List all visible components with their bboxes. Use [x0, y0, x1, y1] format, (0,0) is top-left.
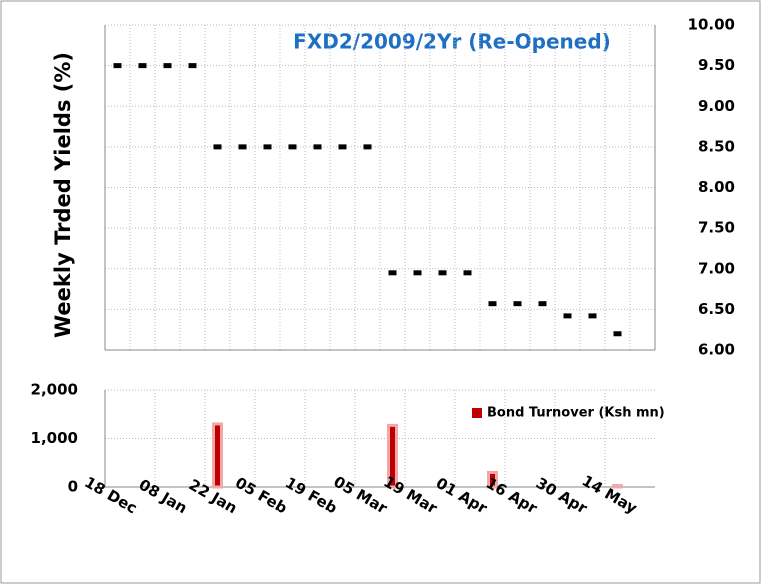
y-axis-label: Weekly Trded Yields (%) — [51, 52, 75, 338]
yield-marker — [263, 144, 272, 150]
y-tick-label: 1,000 — [31, 429, 78, 447]
y2-tick-label: 9.50 — [698, 56, 735, 74]
yield-marker — [363, 144, 372, 150]
yield-marker — [163, 63, 172, 69]
yield-marker — [388, 270, 397, 276]
yield-marker — [288, 144, 297, 150]
yield-marker — [138, 63, 147, 69]
yield-marker — [113, 63, 122, 69]
yield-marker — [513, 301, 522, 307]
y2-tick-label: 8.00 — [698, 178, 735, 196]
yield-marker — [488, 301, 497, 307]
yield-marker — [613, 331, 622, 337]
yield-marker — [438, 270, 447, 276]
yield-marker — [188, 63, 197, 69]
legend-swatch — [472, 408, 482, 418]
y-tick-label: 2,000 — [31, 381, 78, 399]
y2-tick-label: 8.50 — [698, 137, 735, 155]
yield-marker — [238, 144, 247, 150]
yield-marker — [588, 313, 597, 319]
y2-tick-label: 9.00 — [698, 97, 735, 115]
bar — [387, 423, 398, 489]
bar — [612, 484, 623, 489]
yield-marker — [463, 270, 472, 276]
chart-title: FXD2/2009/2Yr (Re-Opened) — [293, 30, 611, 54]
y2-tick-label: 7.00 — [698, 259, 735, 277]
yield-marker — [338, 144, 347, 150]
yield-marker — [563, 313, 572, 319]
yield-marker — [313, 144, 322, 150]
y2-tick-label: 10.00 — [688, 16, 735, 34]
y-tick-label: 0 — [68, 478, 78, 496]
legend-label: Bond Turnover (Ksh mn) — [487, 406, 665, 421]
y2-tick-label: 7.50 — [698, 219, 735, 237]
bar — [212, 422, 223, 489]
yield-marker — [213, 144, 222, 150]
y2-tick-label: 6.00 — [698, 341, 735, 359]
bar — [487, 470, 498, 489]
y2-tick-label: 6.50 — [698, 300, 735, 318]
yield-marker — [538, 301, 547, 307]
yield-marker — [413, 270, 422, 276]
